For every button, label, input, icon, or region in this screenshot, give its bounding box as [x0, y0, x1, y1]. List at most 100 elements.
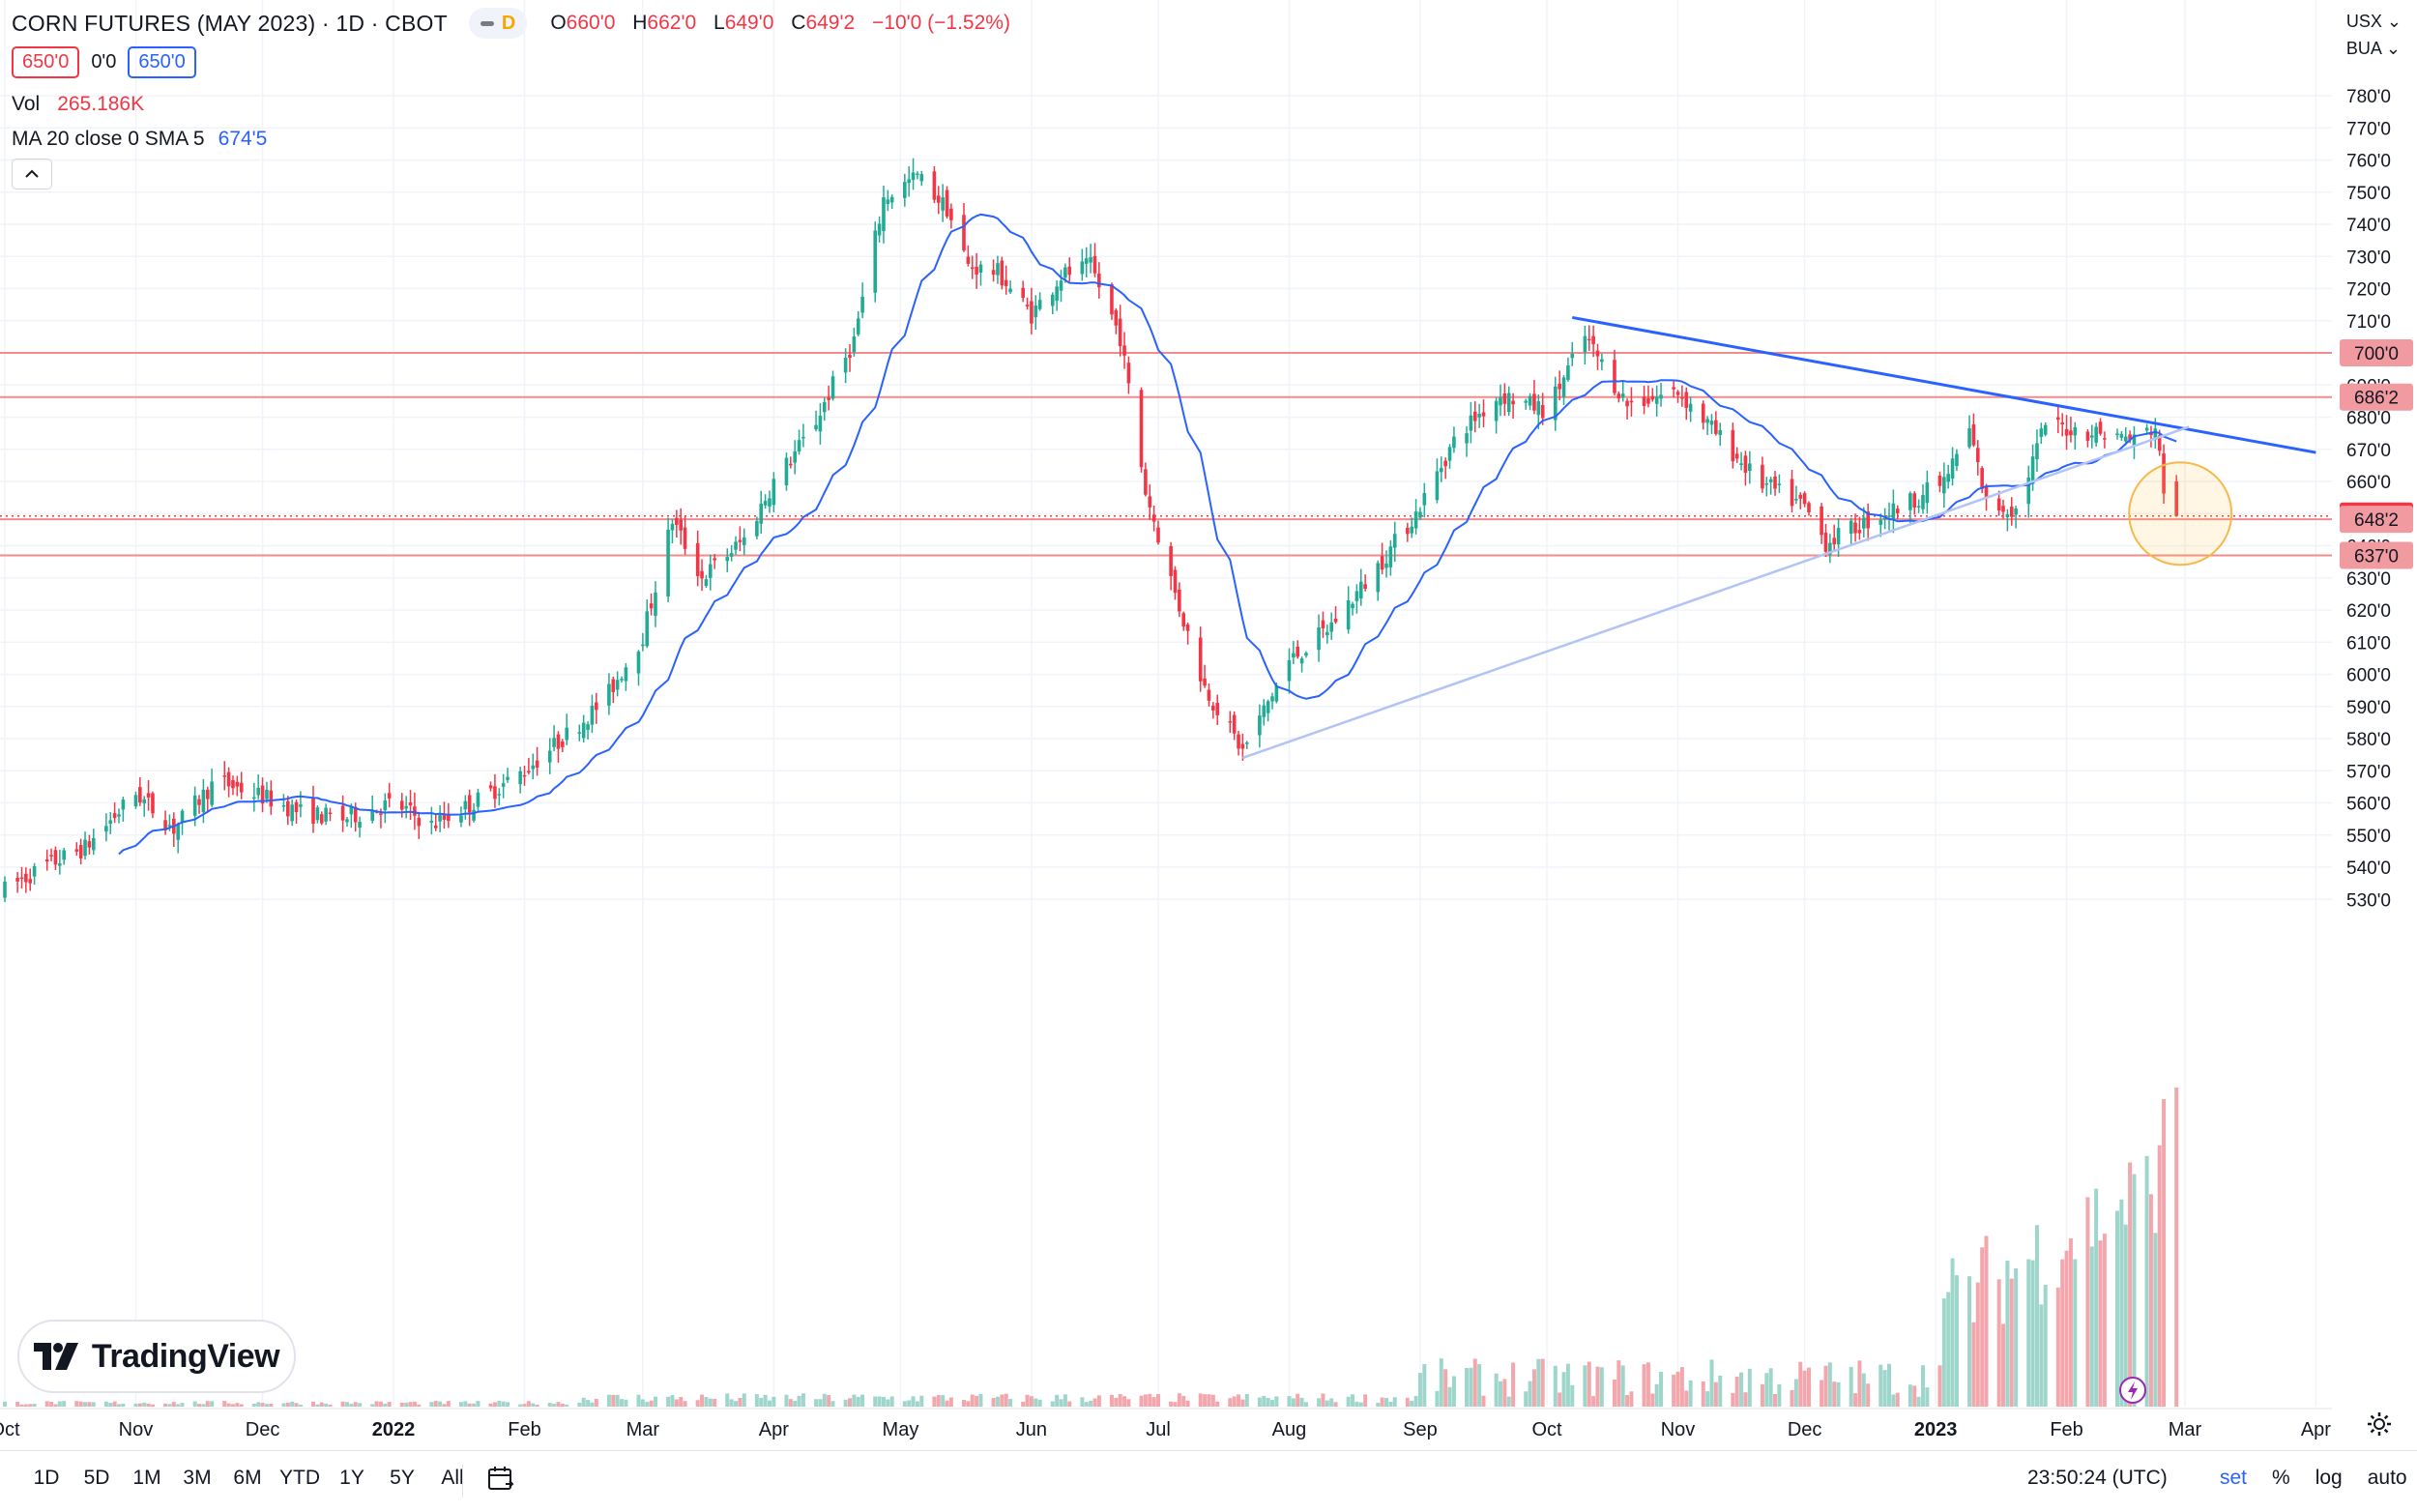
auto-scale-toggle[interactable]: auto — [2367, 1467, 2407, 1489]
unit-label: BUA — [2345, 39, 2381, 58]
tradingview-logo[interactable]: TradingView — [17, 1320, 296, 1393]
candle-body — [1887, 515, 1891, 517]
range-1d[interactable]: 1D — [33, 1467, 60, 1489]
volume-bar — [1025, 1394, 1030, 1407]
sell-button[interactable]: 650'0 — [12, 46, 80, 78]
candle-body — [877, 223, 882, 236]
candle-body — [886, 199, 890, 204]
candle-body — [1211, 705, 1215, 711]
range-3m[interactable]: 3M — [183, 1467, 212, 1489]
volume-bar — [1925, 1387, 1930, 1407]
candle-body — [1684, 392, 1689, 408]
candle-body — [151, 793, 155, 814]
buy-button[interactable]: 650'0 — [128, 46, 196, 78]
volume-bar — [1181, 1395, 1186, 1407]
candle-body — [793, 451, 797, 463]
ma-legend[interactable]: MA 20 close 0 SMA 5 674'5 — [12, 128, 267, 151]
candle-body — [734, 541, 738, 550]
go-to-date-icon[interactable] — [486, 1465, 515, 1494]
candle-body — [1616, 393, 1621, 399]
volume-bar — [1836, 1381, 1841, 1407]
price-tick-label: 670'0 — [2346, 441, 2391, 461]
log-scale-toggle[interactable]: log — [2315, 1467, 2343, 1489]
volume-bar — [594, 1398, 598, 1407]
volume-bar — [1215, 1401, 1220, 1407]
candle-body — [1654, 396, 1659, 404]
volume-bar — [970, 1394, 975, 1407]
volume-bar — [640, 1399, 645, 1407]
candle-body — [49, 855, 53, 857]
volume-bar — [1203, 1394, 1208, 1407]
symbol-title[interactable]: CORN FUTURES (MAY 2023) · 1D · CBOT — [12, 10, 448, 36]
percent-scale-toggle[interactable]: % — [2272, 1467, 2290, 1489]
volume-bar — [948, 1397, 953, 1407]
price-tick-label: 760'0 — [2346, 152, 2391, 172]
candle-body — [1600, 359, 1604, 363]
volume-bar — [2174, 1088, 2179, 1407]
range-5y[interactable]: 5Y — [390, 1467, 415, 1489]
candle-body — [607, 683, 611, 706]
candle-body — [1921, 495, 1925, 509]
candle-body — [1021, 287, 1025, 298]
volume-bar — [2153, 1233, 2158, 1407]
candle-body — [176, 824, 180, 840]
volume-bar — [1244, 1393, 1249, 1407]
range-1m[interactable]: 1M — [132, 1467, 161, 1489]
candle-body — [1849, 520, 1853, 535]
volume-bar — [645, 1402, 650, 1407]
volume-bar — [1287, 1396, 1292, 1407]
range-5d[interactable]: 5D — [83, 1467, 110, 1489]
volume-bar — [1583, 1365, 1587, 1407]
volume-bar — [1055, 1394, 1060, 1407]
session-toggle[interactable]: set — [2220, 1467, 2248, 1489]
candle-body — [429, 821, 434, 823]
candle-body — [2123, 436, 2128, 442]
volume-bar — [907, 1400, 912, 1407]
volume-bar — [649, 1400, 654, 1407]
candle-body — [1591, 335, 1595, 345]
volume-bar — [2068, 1238, 2073, 1407]
candle-body — [506, 776, 510, 780]
candle-body — [192, 795, 197, 816]
candle-body — [1063, 267, 1067, 278]
volume-legend[interactable]: Vol 265.186K — [12, 93, 144, 116]
volume-bar — [1317, 1398, 1322, 1407]
candle-body — [1731, 429, 1735, 462]
currency-unit-selector[interactable]: USX ⌄ BUA ⌄ — [2346, 8, 2402, 62]
volume-bar — [1996, 1279, 2001, 1407]
utc-clock[interactable]: 23:50:24 (UTC) — [2027, 1467, 2168, 1489]
candle-body — [358, 822, 362, 828]
volume-bar — [1713, 1381, 1718, 1407]
price-chart[interactable]: 780'0 770'0 760'0 750'0 740'0 730'0 720'0 710'0… — [0, 0, 2417, 1450]
volume-bar — [936, 1395, 941, 1407]
volume-bar — [1773, 1393, 1778, 1407]
time-tick-label: 2022 — [372, 1419, 416, 1440]
candle-body — [379, 813, 383, 815]
range-all[interactable]: All — [441, 1467, 464, 1489]
candle-body — [290, 804, 294, 822]
volume-bar — [793, 1401, 798, 1407]
volume-bar — [978, 1393, 983, 1407]
volume-bar — [1599, 1367, 1604, 1407]
candle-body — [1506, 393, 1511, 413]
candle-body — [645, 611, 650, 647]
candle-body — [2043, 424, 2048, 435]
volume-bar — [28, 1404, 33, 1407]
candle-body — [1089, 257, 1092, 263]
gear-icon[interactable] — [2367, 1411, 2392, 1437]
range-6m[interactable]: 6M — [233, 1467, 262, 1489]
candle-body — [547, 750, 552, 763]
candle-body — [488, 785, 493, 789]
range-1y[interactable]: 1Y — [339, 1467, 364, 1489]
collapse-legend-button[interactable] — [12, 159, 52, 189]
volume-bar — [112, 1401, 117, 1407]
candle-body — [1532, 393, 1536, 411]
candle-body — [1151, 514, 1156, 522]
candle-body — [226, 771, 231, 787]
price-tick-label: 710'0 — [2346, 312, 2391, 333]
range-ytd[interactable]: YTD — [279, 1467, 320, 1489]
volume-bar — [108, 1403, 113, 1407]
volume-bar — [1688, 1380, 1693, 1407]
market-status-pill[interactable]: D — [468, 8, 528, 39]
volume-bar — [23, 1404, 28, 1407]
